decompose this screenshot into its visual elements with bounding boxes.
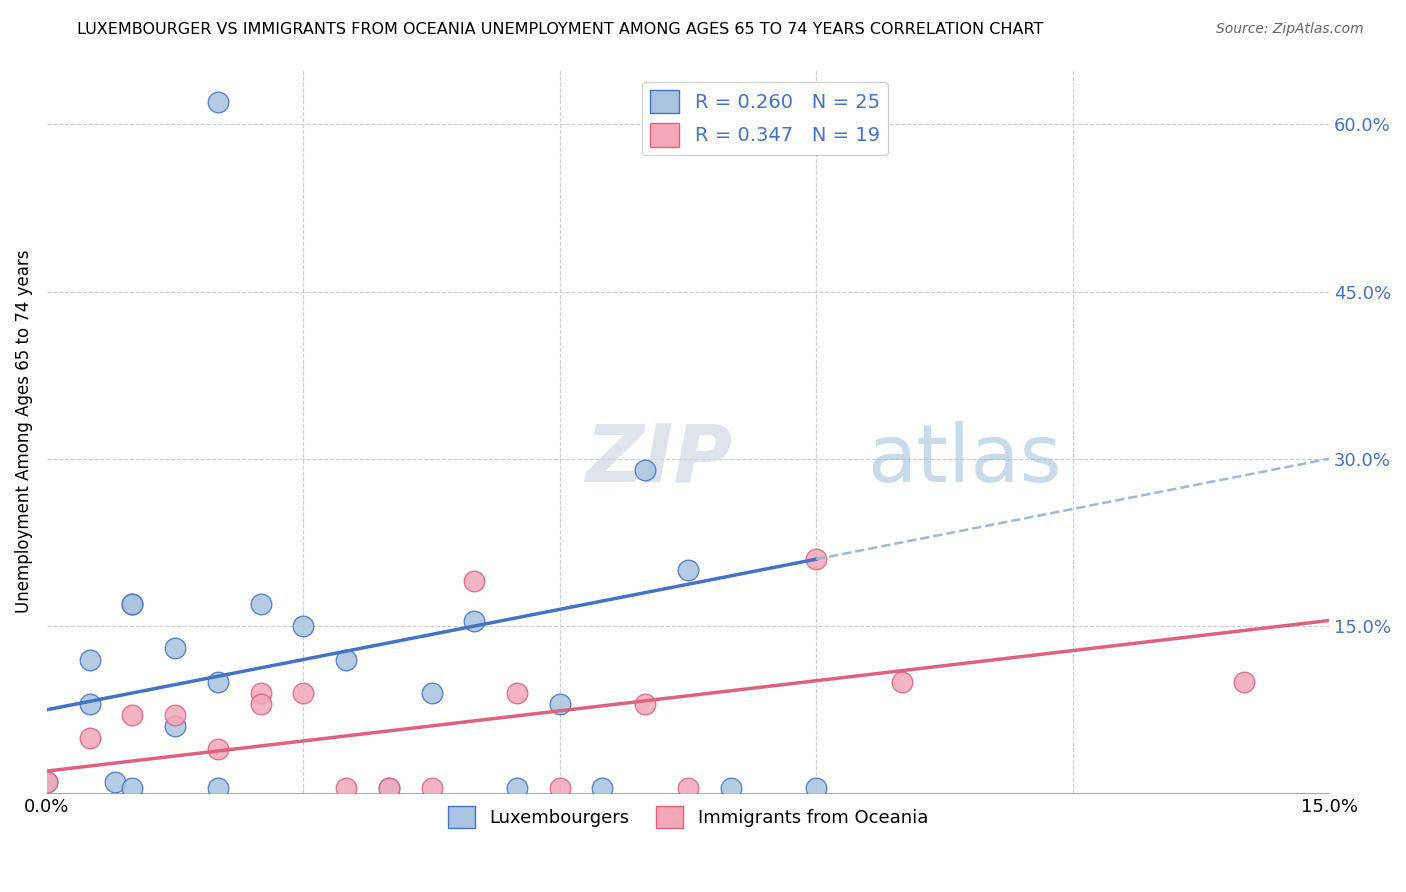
Point <box>720 780 742 795</box>
Point <box>35 775 58 789</box>
Point <box>104 775 127 789</box>
Point <box>378 780 401 795</box>
Text: Source: ZipAtlas.com: Source: ZipAtlas.com <box>1216 22 1364 37</box>
Point <box>463 574 485 589</box>
Point <box>121 597 143 611</box>
Point <box>676 780 699 795</box>
Text: ZIP: ZIP <box>585 421 733 499</box>
Point <box>79 697 101 711</box>
Point <box>165 708 187 723</box>
Point <box>165 719 187 733</box>
Point <box>804 552 827 566</box>
Point <box>634 463 657 477</box>
Point <box>121 597 143 611</box>
Point <box>335 652 357 666</box>
Point <box>121 780 143 795</box>
Text: LUXEMBOURGER VS IMMIGRANTS FROM OCEANIA UNEMPLOYMENT AMONG AGES 65 TO 74 YEARS C: LUXEMBOURGER VS IMMIGRANTS FROM OCEANIA … <box>77 22 1043 37</box>
Point <box>506 780 529 795</box>
Point <box>207 95 229 109</box>
Point <box>335 780 357 795</box>
Point <box>207 674 229 689</box>
Point <box>121 708 143 723</box>
Point <box>207 741 229 756</box>
Point <box>592 780 614 795</box>
Point <box>35 775 58 789</box>
Point <box>463 614 485 628</box>
Point <box>79 652 101 666</box>
Point <box>165 641 187 656</box>
Point <box>79 731 101 745</box>
Point <box>804 780 827 795</box>
Point <box>378 780 401 795</box>
Point <box>1232 674 1254 689</box>
Point <box>548 697 571 711</box>
Legend: Luxembourgers, Immigrants from Oceania: Luxembourgers, Immigrants from Oceania <box>440 798 935 835</box>
Point <box>890 674 912 689</box>
Point <box>634 697 657 711</box>
Text: atlas: atlas <box>868 421 1062 499</box>
Point <box>249 597 271 611</box>
Y-axis label: Unemployment Among Ages 65 to 74 years: Unemployment Among Ages 65 to 74 years <box>15 249 32 613</box>
Point <box>292 619 315 633</box>
Point <box>676 563 699 577</box>
Point <box>292 686 315 700</box>
Point <box>420 686 443 700</box>
Point <box>420 780 443 795</box>
Point <box>249 686 271 700</box>
Point <box>207 780 229 795</box>
Point <box>249 697 271 711</box>
Point <box>548 780 571 795</box>
Point <box>506 686 529 700</box>
